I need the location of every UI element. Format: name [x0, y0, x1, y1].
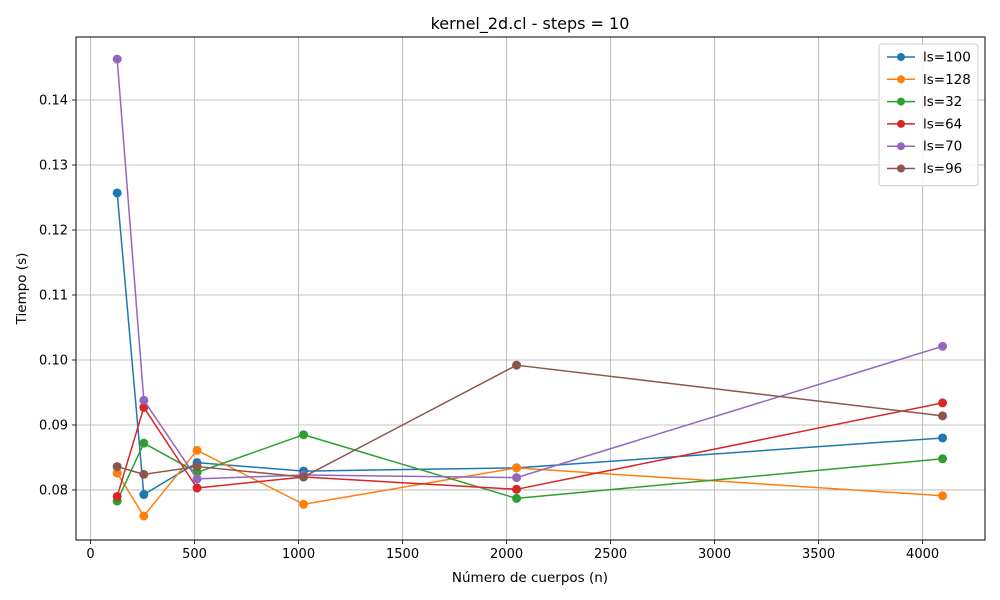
legend-swatch-marker — [897, 53, 905, 61]
data-point — [512, 360, 522, 370]
y-tick-label: 0.14 — [39, 94, 68, 109]
y-tick-label: 0.08 — [39, 483, 68, 498]
legend-swatch-marker — [897, 119, 905, 128]
data-point — [192, 483, 202, 493]
data-point — [112, 188, 122, 198]
data-point — [938, 411, 948, 421]
series-line — [116, 433, 943, 502]
data-point — [299, 430, 309, 440]
x-tick-label: 4000 — [906, 547, 939, 562]
x-tick-label: 3000 — [698, 547, 731, 562]
data-point — [139, 490, 149, 500]
data-point — [139, 438, 149, 448]
data-point — [299, 472, 309, 482]
x-tick-label: 2500 — [594, 547, 627, 562]
x-tick-label: 3500 — [802, 547, 835, 562]
data-point — [139, 395, 149, 405]
legend-swatch-marker — [897, 97, 905, 106]
plot-frame — [75, 36, 986, 541]
y-tick-label: 0.10 — [39, 353, 68, 368]
data-point — [938, 398, 948, 408]
y-axis-label: Tiempo (s) — [14, 253, 30, 326]
y-tick-label: 0.11 — [39, 288, 68, 303]
axis-ticks: 0 500 1000 1500 2000 2500 3000 3500 4000 0.08 0.09… — [39, 94, 939, 562]
data-point — [512, 463, 522, 473]
chart-title: kernel_2d.cl - steps = 10 — [431, 14, 630, 34]
data-point — [139, 469, 149, 479]
data-point — [512, 493, 522, 503]
series-ls-32 — [112, 430, 948, 506]
data-point — [192, 445, 202, 455]
legend-swatch-marker — [897, 142, 905, 151]
legend-swatch-marker — [897, 75, 905, 84]
x-tick-label: 1000 — [282, 547, 315, 562]
data-point — [139, 511, 149, 521]
legend: ls=100 ls=128 ls=32 ls=64 ls=70 ls=96 — [878, 43, 979, 187]
x-tick-label: 0 — [86, 547, 94, 562]
data-point — [112, 462, 122, 472]
legend-label: ls=70 — [923, 139, 962, 155]
series-line — [116, 192, 943, 496]
legend-label: ls=100 — [923, 50, 971, 66]
data-point — [192, 462, 202, 472]
x-axis-label: Número de cuerpos (n) — [452, 570, 608, 586]
grid-lines — [76, 37, 985, 540]
data-point — [112, 491, 122, 501]
y-tick-label: 0.13 — [39, 159, 68, 174]
data-point — [192, 474, 202, 484]
legend-label: ls=96 — [923, 161, 962, 177]
y-tick-label: 0.12 — [39, 224, 68, 239]
data-point — [512, 484, 522, 494]
x-tick-label: 1500 — [386, 547, 419, 562]
data-point — [938, 491, 948, 501]
data-point — [938, 433, 948, 443]
data-point — [938, 341, 948, 351]
series-ls-96 — [112, 360, 948, 482]
legend-label: ls=32 — [923, 94, 962, 110]
series-line — [116, 59, 943, 480]
x-tick-label: 2000 — [490, 547, 523, 562]
data-point — [512, 473, 522, 483]
legend-swatch-marker — [897, 164, 905, 173]
x-tick-label: 500 — [182, 547, 207, 562]
legend-label: ls=64 — [923, 116, 962, 132]
data-point — [299, 499, 309, 509]
data-point — [938, 454, 948, 464]
y-tick-label: 0.09 — [39, 418, 68, 433]
series-layer — [112, 54, 948, 521]
series-line — [116, 364, 943, 478]
data-point — [112, 54, 122, 64]
legend-label: ls=128 — [923, 72, 971, 88]
series-line — [116, 402, 943, 497]
